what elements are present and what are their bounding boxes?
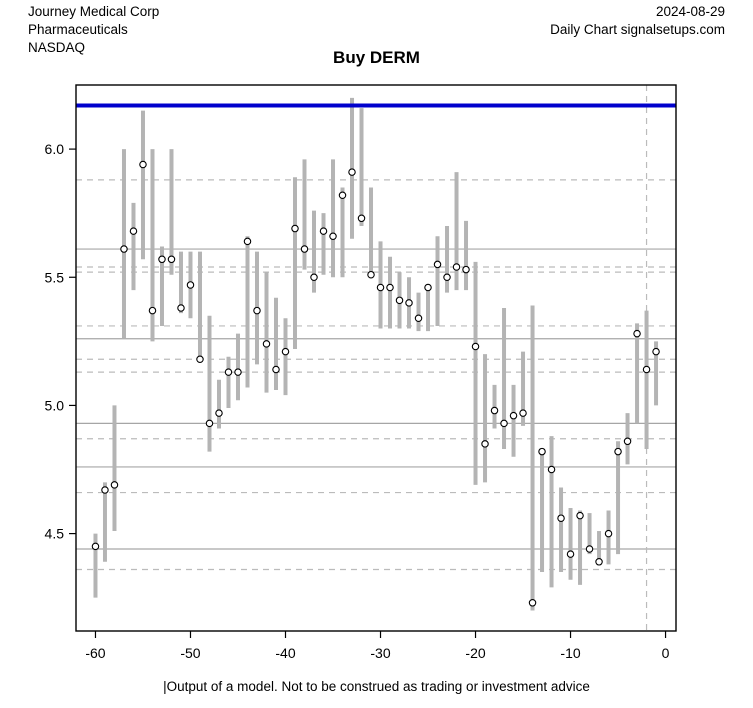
model-point	[167, 255, 176, 264]
model-point	[595, 558, 603, 566]
company-name: Journey Medical Corp	[28, 4, 160, 19]
model-point	[509, 411, 518, 420]
disclaimer-text: |Output of a model. Not to be construed …	[163, 679, 590, 694]
model-point	[129, 227, 138, 235]
model-point	[291, 224, 299, 233]
y-tick-label: 5.0	[45, 397, 65, 413]
model-point	[604, 529, 613, 538]
model-point	[348, 168, 356, 176]
model-point	[310, 273, 318, 282]
x-tick-label: -50	[180, 645, 200, 661]
model-point	[205, 419, 214, 428]
exchange-label: NASDAQ	[28, 40, 86, 55]
plot-border	[75, 84, 677, 632]
y-tick-label: 4.5	[45, 526, 65, 542]
model-point	[329, 232, 337, 240]
model-point	[186, 281, 195, 289]
header-right: 2024-08-29 Daily Chart signalsetups.com	[550, 3, 725, 39]
chart-date: 2024-08-29	[655, 4, 725, 19]
model-point	[424, 283, 432, 292]
model-point	[443, 273, 451, 282]
x-tick-label: -20	[465, 645, 485, 661]
model-point	[633, 329, 641, 338]
chart-source: Daily Chart signalsetups.com	[550, 22, 725, 37]
model-point	[547, 465, 556, 474]
x-tick-label: -30	[370, 645, 390, 661]
y-tick-label: 5.5	[45, 269, 65, 285]
model-point	[652, 347, 660, 356]
header-left: Journey Medical Corp Pharmaceuticals NAS…	[28, 3, 159, 57]
model-point	[614, 447, 622, 456]
model-point	[110, 481, 119, 489]
model-point	[319, 227, 328, 235]
model-point	[243, 237, 252, 246]
model-point	[576, 511, 584, 520]
model-point	[519, 409, 527, 417]
company-name-line2: Pharmaceuticals	[28, 22, 128, 37]
model-point	[262, 340, 271, 348]
model-point	[215, 409, 223, 417]
model-point	[376, 283, 385, 292]
model-point	[414, 314, 423, 323]
x-tick-label: -60	[85, 645, 105, 661]
model-point	[462, 265, 470, 274]
model-point	[338, 191, 347, 199]
model-point	[196, 355, 204, 364]
model-point	[120, 245, 128, 253]
model-point	[272, 365, 280, 374]
model-point	[528, 599, 537, 607]
model-point	[300, 245, 309, 253]
model-point	[566, 550, 575, 558]
model-point	[623, 437, 632, 446]
model-point	[177, 304, 185, 312]
model-point	[281, 347, 290, 356]
model-point	[557, 514, 565, 522]
model-point	[158, 255, 166, 264]
model-point	[452, 263, 461, 271]
model-point	[405, 299, 413, 307]
model-point	[224, 368, 233, 376]
y-tick-label: 6.0	[45, 141, 65, 157]
model-point	[642, 365, 651, 374]
model-point	[433, 260, 442, 269]
model-point	[386, 283, 394, 292]
x-tick-label: 0	[662, 645, 670, 661]
model-point	[471, 342, 480, 351]
model-point	[357, 214, 366, 223]
chart-title: Buy DERM	[333, 48, 420, 67]
model-point	[234, 368, 242, 376]
model-point	[395, 296, 404, 305]
model-point	[367, 270, 375, 279]
x-tick-label: -40	[275, 645, 295, 661]
model-point	[585, 545, 594, 553]
model-point	[538, 447, 546, 456]
x-tick-label: -10	[560, 645, 580, 661]
model-point	[91, 542, 100, 551]
model-point	[148, 306, 157, 315]
model-point	[139, 160, 147, 169]
model-point	[490, 406, 499, 415]
model-point	[500, 419, 508, 428]
model-point	[101, 486, 109, 494]
model-point	[481, 440, 489, 448]
model-point	[253, 306, 261, 315]
